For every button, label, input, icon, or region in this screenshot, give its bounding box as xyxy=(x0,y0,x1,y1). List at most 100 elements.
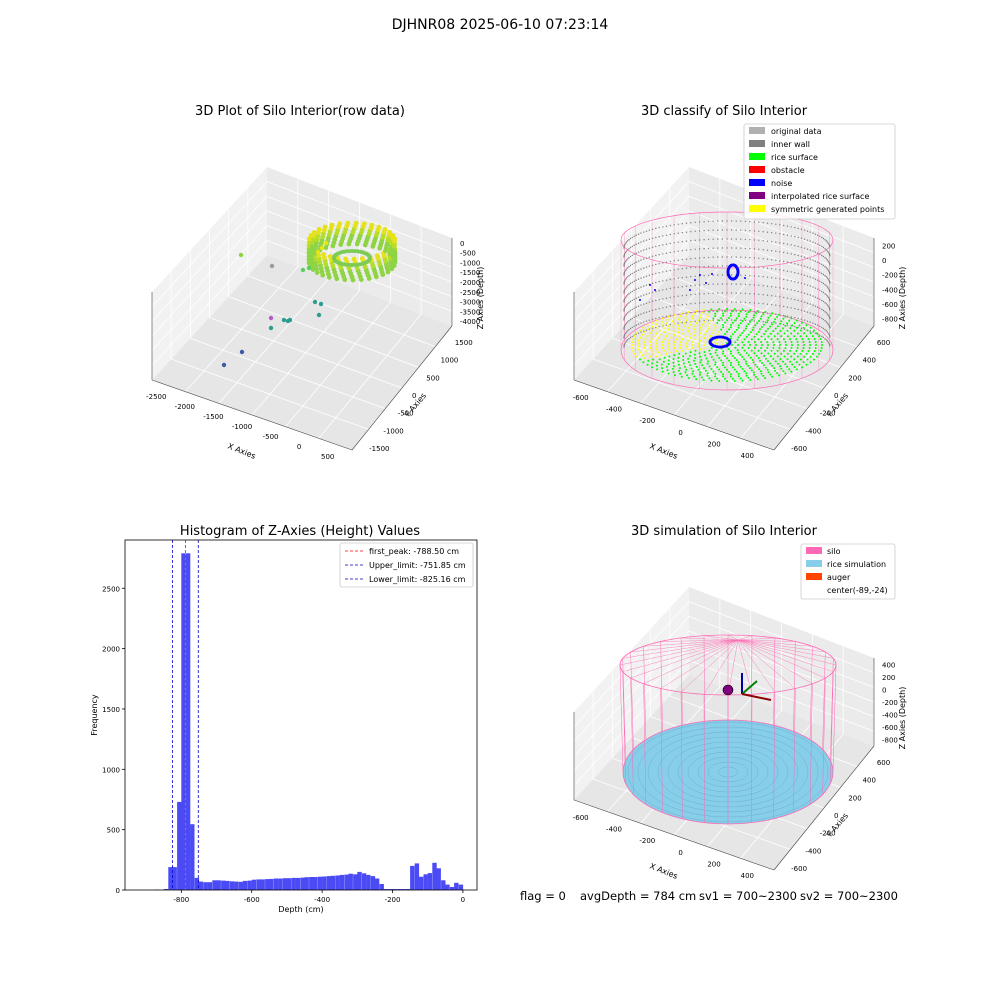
inner-wall-point xyxy=(712,319,714,321)
inner-wall-point xyxy=(828,271,831,274)
inner-wall-point xyxy=(640,259,642,261)
rice-surface-point xyxy=(704,333,707,336)
inner-wall-point xyxy=(758,266,760,268)
inner-wall-point xyxy=(625,259,628,261)
inner-wall-point xyxy=(753,230,756,232)
inner-wall-point xyxy=(819,244,821,246)
inner-wall-point xyxy=(821,245,823,248)
inner-wall-point xyxy=(635,270,637,272)
rice-surface-point xyxy=(801,321,803,324)
rice-surface-point xyxy=(749,356,752,359)
simulation-silo-roof-line xyxy=(737,639,837,666)
inner-wall-point xyxy=(631,263,633,266)
rice-surface-point xyxy=(656,339,658,342)
inner-wall-point xyxy=(825,258,827,260)
simulation-silo-roof-line xyxy=(737,637,775,641)
rice-surface-point xyxy=(769,373,772,376)
rice-surface-point xyxy=(807,338,810,340)
classify-plot-z-tick-label: -600 xyxy=(882,301,898,309)
rice-surface-point xyxy=(743,329,745,332)
rice-surface-point xyxy=(673,354,676,357)
histogram-y-tick-label: 1500 xyxy=(102,706,120,714)
inner-wall-point xyxy=(627,303,629,305)
rice-surface-point xyxy=(694,330,697,333)
inner-wall-point xyxy=(726,229,728,231)
inner-wall-point xyxy=(803,256,806,258)
inner-wall-point xyxy=(783,278,785,281)
classify-legend-label: interpolated rice surface xyxy=(771,192,869,201)
rice-surface-point xyxy=(737,375,740,378)
histogram-legend-frame xyxy=(339,542,474,588)
inner-wall-point xyxy=(819,280,821,282)
rice-surface-point xyxy=(795,338,798,341)
rice-surface-point xyxy=(729,361,732,364)
classify-plot-y-tick-label: 200 xyxy=(848,374,861,382)
simulation-silo-roof-line xyxy=(643,639,739,684)
inner-wall-point xyxy=(809,285,811,287)
rice-surface-point xyxy=(741,346,744,349)
rice-surface-point xyxy=(699,332,702,335)
inner-wall-point xyxy=(643,267,645,269)
rice-surface-point xyxy=(735,370,738,373)
rice-surface-point xyxy=(759,317,762,320)
inner-wall-point xyxy=(766,303,769,305)
inner-wall-point xyxy=(819,235,821,237)
raw-data-points xyxy=(221,220,398,368)
rice-surface-point xyxy=(718,319,721,322)
inner-wall-point xyxy=(826,331,829,333)
inner-wall-point xyxy=(771,241,773,243)
rice-surface-point xyxy=(733,319,736,322)
rice-surface-point xyxy=(790,370,793,373)
rice-surface-point xyxy=(660,363,663,366)
raw-data-plot-y-tick-label: -1000 xyxy=(383,427,403,435)
histogram-x-tick-label: -400 xyxy=(314,896,330,904)
rice-surface-point xyxy=(789,327,792,330)
simulation-legend-swatch xyxy=(806,560,822,567)
inner-wall-point xyxy=(690,312,692,314)
inner-wall-point xyxy=(803,238,806,240)
rice-surface-point xyxy=(778,313,780,316)
rice-surface-point xyxy=(783,332,786,335)
inner-wall-point xyxy=(740,265,742,267)
rice-surface-point xyxy=(819,349,822,352)
rice-surface-point xyxy=(724,321,726,324)
rice-surface-point xyxy=(731,310,734,313)
histogram-bar xyxy=(304,877,309,890)
inner-wall-point xyxy=(826,322,829,324)
inner-wall-point xyxy=(829,309,831,311)
rice-surface-point xyxy=(687,357,690,360)
rice-surface-point xyxy=(652,335,655,338)
rice-surface-point xyxy=(758,368,761,371)
inner-wall-point xyxy=(658,290,660,292)
inner-wall-point xyxy=(655,308,657,311)
rice-surface-point xyxy=(704,318,707,321)
inner-wall-point xyxy=(753,284,756,286)
rice-surface-point xyxy=(662,338,665,341)
inner-wall-point xyxy=(826,295,829,297)
rice-surface-point xyxy=(753,373,756,376)
rice-surface-point xyxy=(791,363,794,366)
inner-wall-point xyxy=(819,325,821,327)
raw-ring-point xyxy=(361,221,367,227)
rice-surface-point xyxy=(681,349,684,352)
rice-surface-point xyxy=(677,324,680,327)
classify-legend-swatch xyxy=(749,166,765,173)
simulation-silo-roof-line xyxy=(622,639,739,672)
histogram-bar xyxy=(172,867,177,890)
inner-wall-point xyxy=(669,224,671,227)
inner-wall-point xyxy=(762,258,764,260)
inner-wall-point xyxy=(771,223,773,225)
inner-wall-point xyxy=(623,346,625,348)
inner-wall-point xyxy=(814,242,817,244)
inner-wall-point xyxy=(786,261,789,263)
inner-wall-point xyxy=(673,305,675,307)
inner-wall-point xyxy=(643,249,645,251)
inner-wall-point xyxy=(827,305,829,307)
rice-surface-point xyxy=(750,369,753,372)
inner-wall-point xyxy=(712,256,714,258)
inner-wall-point xyxy=(631,326,633,329)
rice-surface-point xyxy=(641,333,644,336)
rice-surface-point xyxy=(656,348,658,351)
histogram-bar xyxy=(221,880,226,890)
rice-surface-point xyxy=(688,355,691,357)
